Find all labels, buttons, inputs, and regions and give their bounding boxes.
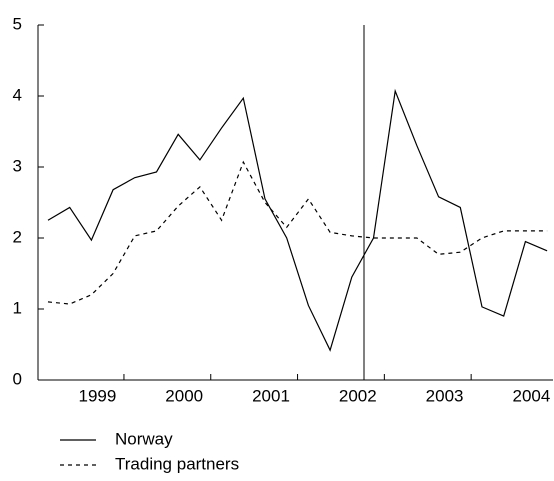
legend-label: Norway	[115, 429, 173, 448]
y-tick-label: 5	[13, 14, 22, 33]
legend-label: Trading partners	[115, 454, 239, 473]
y-tick-label: 4	[13, 85, 22, 104]
y-tick-label: 1	[13, 298, 22, 317]
x-tick-label: 2000	[165, 386, 203, 405]
y-tick-label: 2	[13, 227, 22, 246]
x-tick-label: 2001	[252, 386, 290, 405]
x-tick-label: 2002	[339, 386, 377, 405]
line-series	[47, 88, 548, 352]
x-tick-label: 2004	[512, 386, 550, 405]
y-tick-label: 0	[13, 369, 22, 388]
x-tick-label: 1999	[78, 386, 116, 405]
x-tick-label: 2003	[426, 386, 464, 405]
y-tick-label: 3	[13, 156, 22, 175]
line-series	[47, 160, 548, 305]
